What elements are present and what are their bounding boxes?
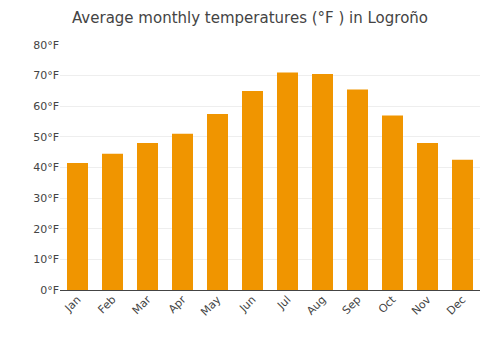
svg-text:Feb: Feb	[96, 293, 119, 316]
svg-text:Jul: Jul	[274, 293, 293, 312]
svg-text:70°F: 70°F	[33, 69, 59, 82]
svg-text:10°F: 10°F	[33, 253, 59, 266]
svg-text:Sep: Sep	[340, 293, 364, 317]
svg-text:80°F: 80°F	[33, 39, 59, 52]
svg-text:Average monthly temperatures (: Average monthly temperatures (°F ) in Lo…	[72, 9, 428, 27]
svg-text:Mar: Mar	[130, 293, 154, 317]
svg-text:30°F: 30°F	[33, 192, 59, 205]
svg-text:50°F: 50°F	[33, 131, 59, 144]
svg-text:Nov: Nov	[409, 293, 434, 318]
svg-text:Dec: Dec	[444, 293, 468, 317]
svg-text:May: May	[198, 293, 224, 319]
svg-text:Aug: Aug	[304, 293, 328, 317]
svg-text:Oct: Oct	[376, 293, 399, 316]
svg-text:Apr: Apr	[166, 293, 189, 316]
svg-text:60°F: 60°F	[33, 100, 59, 113]
svg-text:40°F: 40°F	[33, 161, 59, 174]
svg-text:0°F: 0°F	[40, 284, 59, 297]
svg-text:20°F: 20°F	[33, 223, 59, 236]
svg-text:Jan: Jan	[62, 293, 84, 315]
svg-text:Jun: Jun	[236, 293, 258, 315]
